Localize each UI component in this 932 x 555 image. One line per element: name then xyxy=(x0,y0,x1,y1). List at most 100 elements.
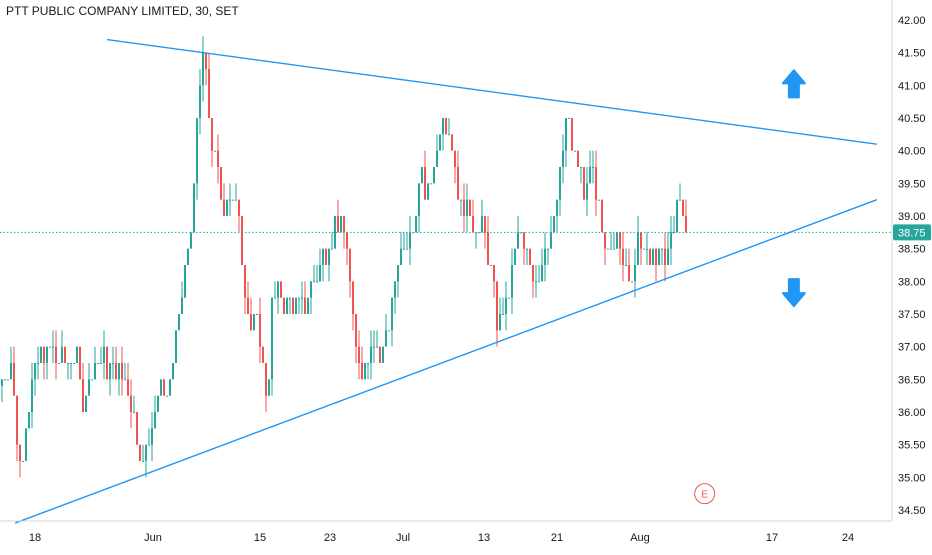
candle-body xyxy=(535,281,537,283)
candle-body xyxy=(676,199,678,233)
candle-body xyxy=(520,232,522,234)
candle-body xyxy=(283,297,285,314)
candle-body xyxy=(181,297,183,314)
candle-body xyxy=(664,248,666,265)
support-trendline[interactable] xyxy=(14,199,878,524)
price-tick-label: 34.50 xyxy=(898,505,926,517)
candle-body xyxy=(298,297,300,299)
candle-body xyxy=(661,248,663,250)
candle-body xyxy=(622,248,624,265)
candle-body xyxy=(397,265,399,282)
candle-body xyxy=(409,232,411,249)
candle-body xyxy=(601,199,603,233)
candle-body xyxy=(517,232,519,249)
candle-body xyxy=(121,363,123,380)
candle-body xyxy=(484,216,486,233)
candle-body xyxy=(403,248,405,250)
price-tick-label: 41.50 xyxy=(898,48,926,60)
time-tick-label: Jun xyxy=(144,532,162,544)
time-tick-label: Aug xyxy=(630,532,650,544)
candle-body xyxy=(46,346,48,363)
candle-body xyxy=(76,346,78,363)
price-tick-label: 38.50 xyxy=(898,244,926,256)
arrow-up-icon[interactable] xyxy=(781,69,806,99)
candle-body xyxy=(220,167,222,200)
candle-body xyxy=(649,248,651,265)
candle-body xyxy=(253,314,255,331)
candle-body xyxy=(361,363,363,380)
candle-body xyxy=(652,248,654,265)
trendlines xyxy=(0,38,892,524)
candle-body xyxy=(187,248,189,265)
arrow-down-icon[interactable] xyxy=(781,278,806,308)
candle-body xyxy=(178,314,180,331)
current-price-badge-bg xyxy=(893,224,931,241)
candle-body xyxy=(586,183,588,200)
candle-body xyxy=(670,232,672,249)
resistance-trendline[interactable] xyxy=(106,38,877,145)
candle-body xyxy=(289,297,291,299)
price-axis[interactable]: 42.00 41.50 41.00 40.50 40.00 39.50 39.00 38.50… xyxy=(898,15,926,517)
candle-body xyxy=(460,199,462,201)
candle-body xyxy=(583,167,585,200)
candle-body xyxy=(682,199,684,216)
candle-body xyxy=(679,199,681,201)
event-marker-icon[interactable] xyxy=(694,483,716,505)
candle-body xyxy=(292,297,294,314)
candle-body xyxy=(445,118,447,135)
candle-body xyxy=(658,248,660,265)
candle-body xyxy=(31,379,33,412)
candle-body xyxy=(232,199,234,201)
candle-body xyxy=(511,265,513,298)
candle-body xyxy=(274,297,276,299)
time-tick-label: 24 xyxy=(842,532,854,544)
candle-body xyxy=(424,167,426,200)
candle-body xyxy=(346,232,348,249)
candle-body xyxy=(538,281,540,283)
candle-body xyxy=(499,314,501,331)
candle-body xyxy=(196,118,198,184)
chart-title: PTT PUBLIC COMPANY LIMITED, 30, SET xyxy=(6,4,239,18)
candle-body xyxy=(184,265,186,298)
candle-body xyxy=(448,134,450,136)
candle-body xyxy=(211,118,213,151)
price-tick-label: 35.00 xyxy=(898,472,926,484)
candle-body xyxy=(433,167,435,184)
candle-body xyxy=(286,297,288,314)
candle-body xyxy=(553,216,555,233)
candle-body xyxy=(442,118,444,135)
time-tick-label: 18 xyxy=(29,532,41,544)
candle-body xyxy=(358,346,360,363)
candle-body xyxy=(280,281,282,298)
candle-body xyxy=(34,363,36,380)
candle-body xyxy=(631,281,633,283)
candle-body xyxy=(391,297,393,331)
candle-body xyxy=(235,199,237,201)
candle-body xyxy=(472,216,474,233)
candles xyxy=(1,36,687,478)
candle-body xyxy=(151,428,153,445)
candle-body xyxy=(226,199,228,216)
candle-body xyxy=(250,314,252,331)
candle-body xyxy=(214,150,216,152)
candle-body xyxy=(325,248,327,265)
candle-body xyxy=(337,216,339,233)
candle-body xyxy=(643,248,645,250)
candle-body xyxy=(595,167,597,200)
candle-body xyxy=(238,199,240,216)
candle-body xyxy=(466,199,468,216)
time-axis[interactable]: 18 Jun 15 23 Jul 13 21 Aug 17 24 xyxy=(29,532,854,544)
candle-body xyxy=(430,183,432,185)
candle-body xyxy=(58,363,60,364)
candle-body xyxy=(373,346,375,348)
candle-body xyxy=(322,248,324,265)
candle-body xyxy=(85,395,87,412)
candle-body xyxy=(70,363,72,364)
current-price-badge: 38.75 xyxy=(893,224,931,241)
candle-body xyxy=(457,167,459,200)
candle-body xyxy=(61,346,63,363)
candle-body xyxy=(604,232,606,249)
candle-body xyxy=(7,379,9,381)
candle-body xyxy=(166,395,168,397)
